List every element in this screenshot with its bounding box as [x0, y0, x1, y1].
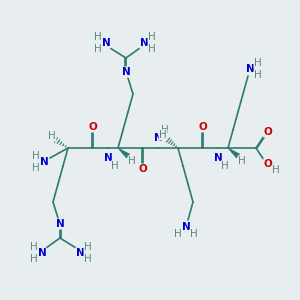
Text: H: H — [238, 156, 246, 166]
Text: H: H — [254, 70, 262, 80]
Text: H: H — [32, 163, 40, 173]
Text: H: H — [84, 254, 92, 264]
Text: H: H — [48, 131, 56, 141]
Text: H: H — [84, 242, 92, 252]
Text: H: H — [272, 165, 280, 175]
Text: O: O — [139, 164, 147, 174]
Text: H: H — [174, 229, 182, 239]
Text: H: H — [94, 32, 102, 42]
Text: N: N — [76, 248, 84, 258]
Text: H: H — [30, 242, 38, 252]
Text: H: H — [128, 156, 136, 166]
Text: N: N — [56, 219, 64, 229]
Text: N: N — [246, 64, 254, 74]
Text: O: O — [88, 122, 98, 132]
Text: H: H — [159, 130, 167, 140]
Text: N: N — [102, 38, 110, 48]
Text: N: N — [122, 67, 130, 77]
Text: H: H — [190, 229, 198, 239]
Text: O: O — [264, 127, 272, 137]
Text: N: N — [140, 38, 148, 48]
Text: H: H — [161, 125, 169, 135]
Text: H: H — [254, 58, 262, 68]
Text: H: H — [221, 161, 229, 171]
Text: H: H — [148, 44, 156, 54]
Polygon shape — [118, 148, 130, 158]
Text: N: N — [182, 222, 190, 232]
Text: H: H — [148, 32, 156, 42]
Text: N: N — [38, 248, 46, 258]
Text: N: N — [103, 153, 112, 163]
Text: N: N — [154, 133, 162, 143]
Text: N: N — [40, 157, 48, 167]
Text: H: H — [32, 151, 40, 161]
Text: O: O — [264, 159, 272, 169]
Text: H: H — [94, 44, 102, 54]
Text: H: H — [30, 254, 38, 264]
Text: O: O — [199, 122, 207, 132]
Text: N: N — [214, 153, 222, 163]
Polygon shape — [228, 148, 240, 158]
Text: H: H — [111, 161, 119, 171]
